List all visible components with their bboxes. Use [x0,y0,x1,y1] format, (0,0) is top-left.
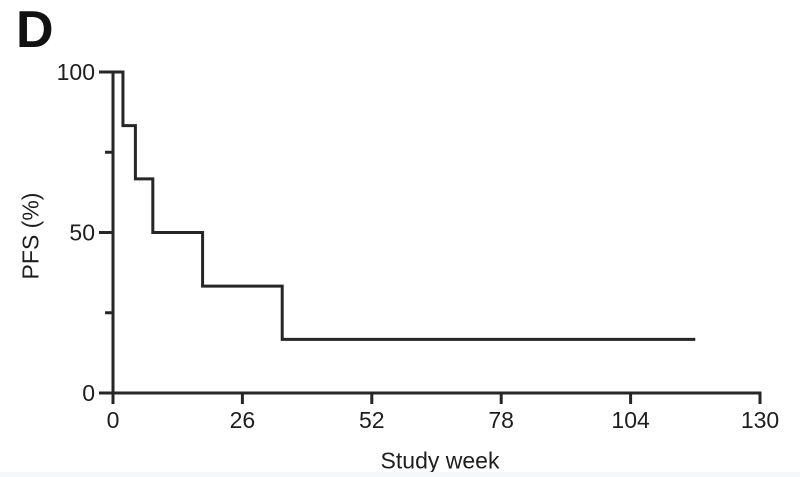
x-tick-label: 130 [741,407,779,433]
x-tick-label: 78 [488,407,514,433]
y-tick-label: 0 [82,380,95,406]
y-axis-label: PFS (%) [17,192,44,280]
x-tick-label: 52 [359,407,385,433]
x-tick-label: 104 [611,407,650,433]
x-tick-label: 26 [230,407,256,433]
x-tick-label: 0 [107,407,120,433]
y-tick-label: 100 [57,59,95,85]
y-tick-label: 50 [69,220,95,246]
bottom-edge-strip [0,472,800,477]
survival-curve [113,70,696,341]
panel-label: D [16,1,54,59]
x-axis-label: Study week [380,447,500,474]
